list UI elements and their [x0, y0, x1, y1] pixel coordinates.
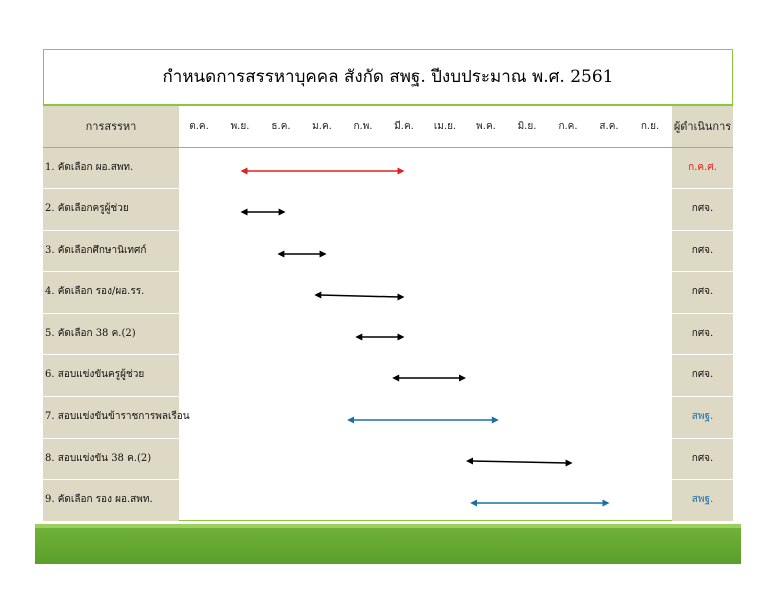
task-label: 7. สอบแข่งขันข้าราชการพลเรือน — [45, 411, 190, 422]
row-divider — [43, 271, 733, 272]
responsible-label: กศจ. — [691, 245, 714, 256]
timeline-arrow — [355, 333, 405, 341]
month-header: มี.ค. — [394, 120, 414, 132]
timeline-arrow — [314, 291, 405, 301]
task-label: 6. สอบแข่งขันครูผู้ช่วย — [45, 369, 145, 380]
task-label: 4. คัดเลือก รอง/ผอ.รร. — [45, 286, 145, 297]
month-header: ม.ค. — [312, 120, 332, 132]
responsible-label: สพฐ. — [691, 411, 714, 422]
responsible-label: กศจ. — [691, 453, 714, 464]
row-divider — [43, 147, 733, 148]
task-label: 5. คัดเลือก 38 ค.(2) — [45, 328, 136, 339]
row-divider — [43, 438, 733, 439]
responsible-label: กศจ. — [691, 369, 714, 380]
task-column-header: การสรรหา — [43, 105, 179, 147]
task-label: 9. คัดเลือก รอง ผอ.สพท. — [45, 494, 153, 505]
responsible-label: ก.ค.ศ. — [688, 162, 717, 173]
timeline-arrow — [240, 167, 405, 175]
responsible-label: กศจ. — [691, 286, 714, 297]
responsible-label: กศจ. — [691, 203, 714, 214]
responsible-label: สพฐ. — [691, 494, 714, 505]
timeline-arrow — [347, 416, 499, 424]
task-label: 2. คัดเลือกครูผู้ช่วย — [45, 203, 129, 214]
task-label: 8. สอบแข่งขัน 38 ค.(2) — [45, 453, 152, 464]
responsible-column-header: ผู้ดำเนินการ — [672, 105, 733, 147]
month-header: ต.ค. — [189, 120, 209, 132]
month-header: ธ.ค. — [271, 120, 291, 132]
row-divider — [43, 188, 733, 189]
month-header: พ.ค. — [476, 120, 496, 132]
row-divider — [43, 396, 733, 397]
month-header: ก.พ. — [353, 120, 373, 132]
month-header: มิ.ย. — [517, 120, 537, 132]
timeline-arrow — [392, 374, 466, 382]
row-divider — [43, 230, 733, 231]
task-label: 1. คัดเลือก ผอ.สพท. — [45, 162, 134, 173]
month-header: ส.ค. — [599, 120, 619, 132]
month-header: ก.ค. — [558, 120, 578, 132]
timeline-arrow — [240, 208, 286, 216]
month-header: เม.ย. — [433, 120, 457, 132]
timeline-arrow — [277, 250, 327, 258]
month-header: พ.ย. — [230, 120, 250, 132]
timeline-arrow — [466, 457, 573, 467]
task-column — [43, 147, 179, 521]
row-divider — [43, 313, 733, 314]
timeline-arrow — [470, 499, 610, 507]
page-title: กำหนดการสรรหาบุคคล สังกัด สพฐ. ปีงบประมา… — [43, 49, 733, 105]
footer-green-bar — [35, 524, 741, 564]
row-divider — [43, 354, 733, 355]
responsible-label: กศจ. — [691, 328, 714, 339]
responsible-column — [672, 147, 733, 521]
task-label: 3. คัดเลือกศึกษานิเทศก์ — [45, 245, 147, 256]
month-header: ก.ย. — [640, 120, 660, 132]
row-divider — [43, 479, 733, 480]
row-divider — [43, 105, 733, 106]
